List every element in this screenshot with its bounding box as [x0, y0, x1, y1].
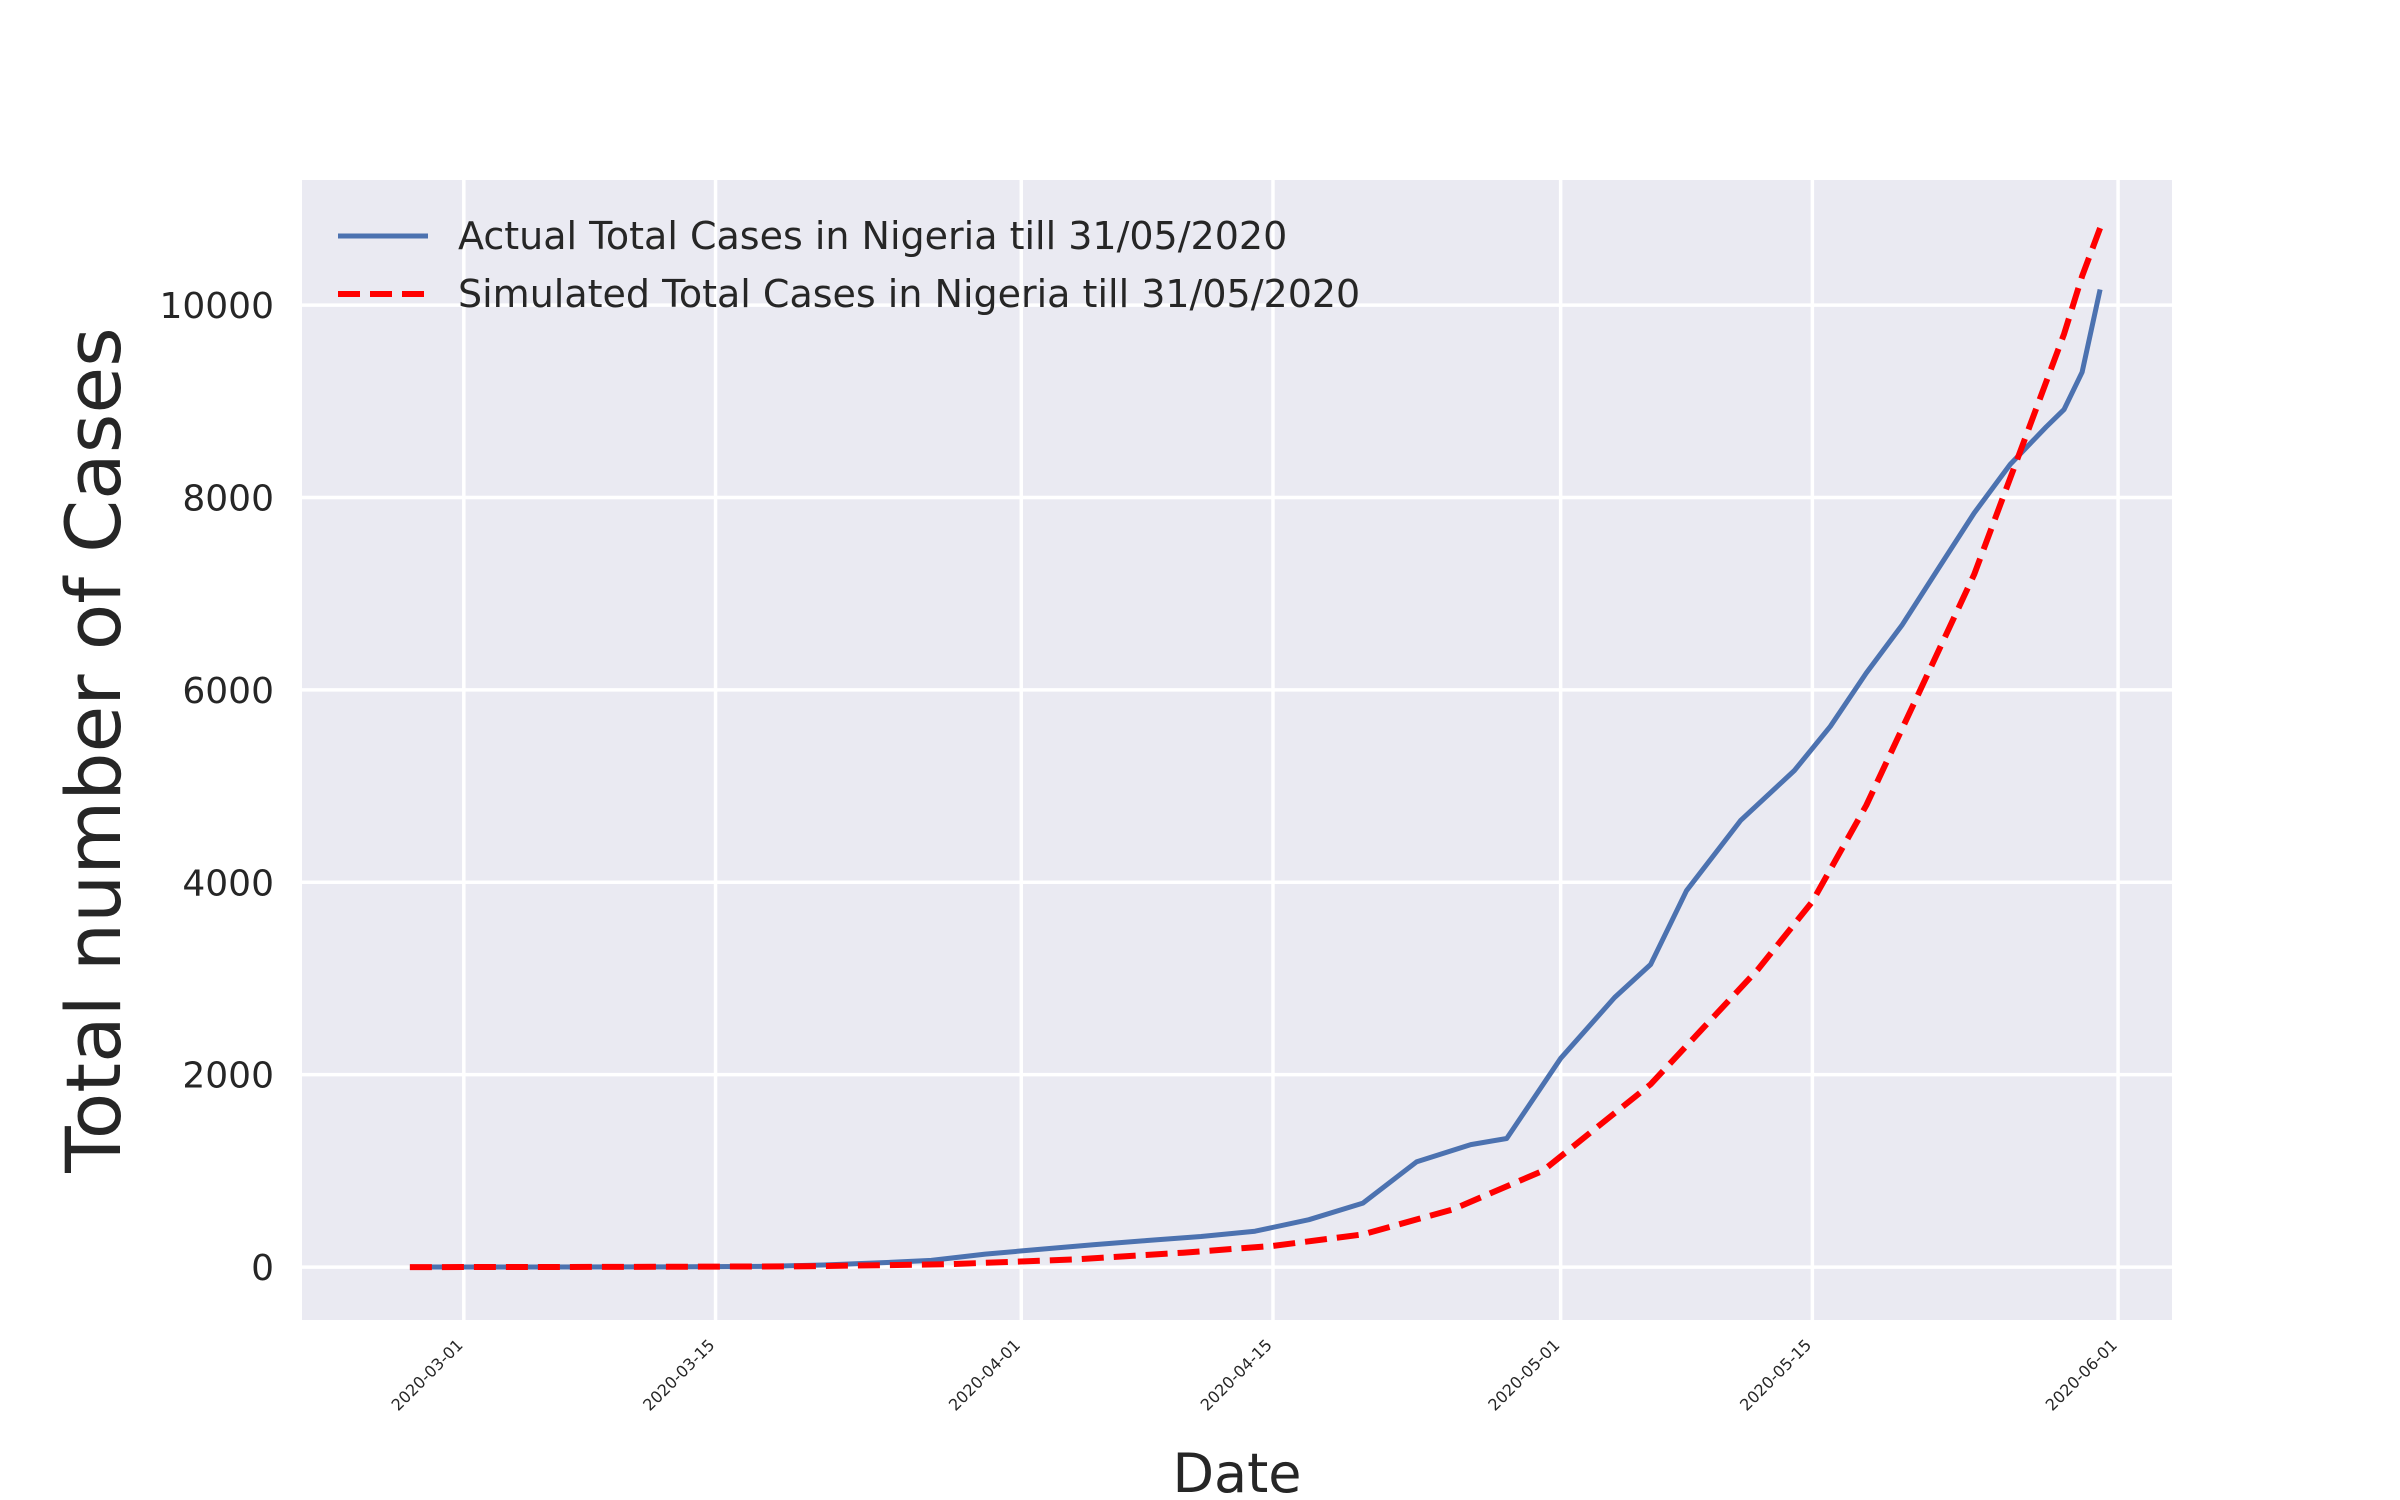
y-tick-label: 0 — [251, 1248, 274, 1289]
series-lines — [409, 227, 2103, 1271]
y-tick-label: 8000 — [182, 478, 274, 519]
y-tick-labels: 0 2000 4000 6000 8000 10000 — [159, 286, 274, 1289]
y-tick-label: 10000 — [159, 286, 274, 327]
series-line-simulated — [409, 227, 2103, 1271]
x-tick-label: 2020-05-01 — [1484, 1335, 1563, 1414]
legend-label: Actual Total Cases in Nigeria till 31/05… — [458, 214, 1287, 258]
grid-lines — [302, 180, 2172, 1320]
x-tick-label: 2020-03-15 — [639, 1335, 718, 1414]
y-axis-label: Total number of Cases — [49, 327, 138, 1173]
y-tick-label: 4000 — [182, 863, 274, 904]
x-axis-label: Date — [1172, 1442, 1301, 1500]
series-line-actual — [409, 288, 2103, 1270]
x-tick-label: 2020-03-01 — [387, 1335, 466, 1414]
x-tick-label: 2020-04-15 — [1197, 1335, 1276, 1414]
plot-area — [302, 180, 2172, 1320]
y-tick-label: 6000 — [182, 671, 274, 712]
legend: Actual Total Cases in Nigeria till 31/05… — [338, 214, 1360, 316]
x-tick-labels: 2020-03-01 2020-03-15 2020-04-01 2020-04-15… — [387, 1335, 2120, 1414]
x-tick-label: 2020-05-15 — [1736, 1335, 1815, 1414]
x-tick-label: 2020-06-01 — [2042, 1335, 2121, 1414]
legend-label: Simulated Total Cases in Nigeria till 31… — [458, 272, 1360, 316]
x-tick-label: 2020-04-01 — [945, 1335, 1024, 1414]
y-tick-label: 2000 — [182, 1056, 274, 1097]
